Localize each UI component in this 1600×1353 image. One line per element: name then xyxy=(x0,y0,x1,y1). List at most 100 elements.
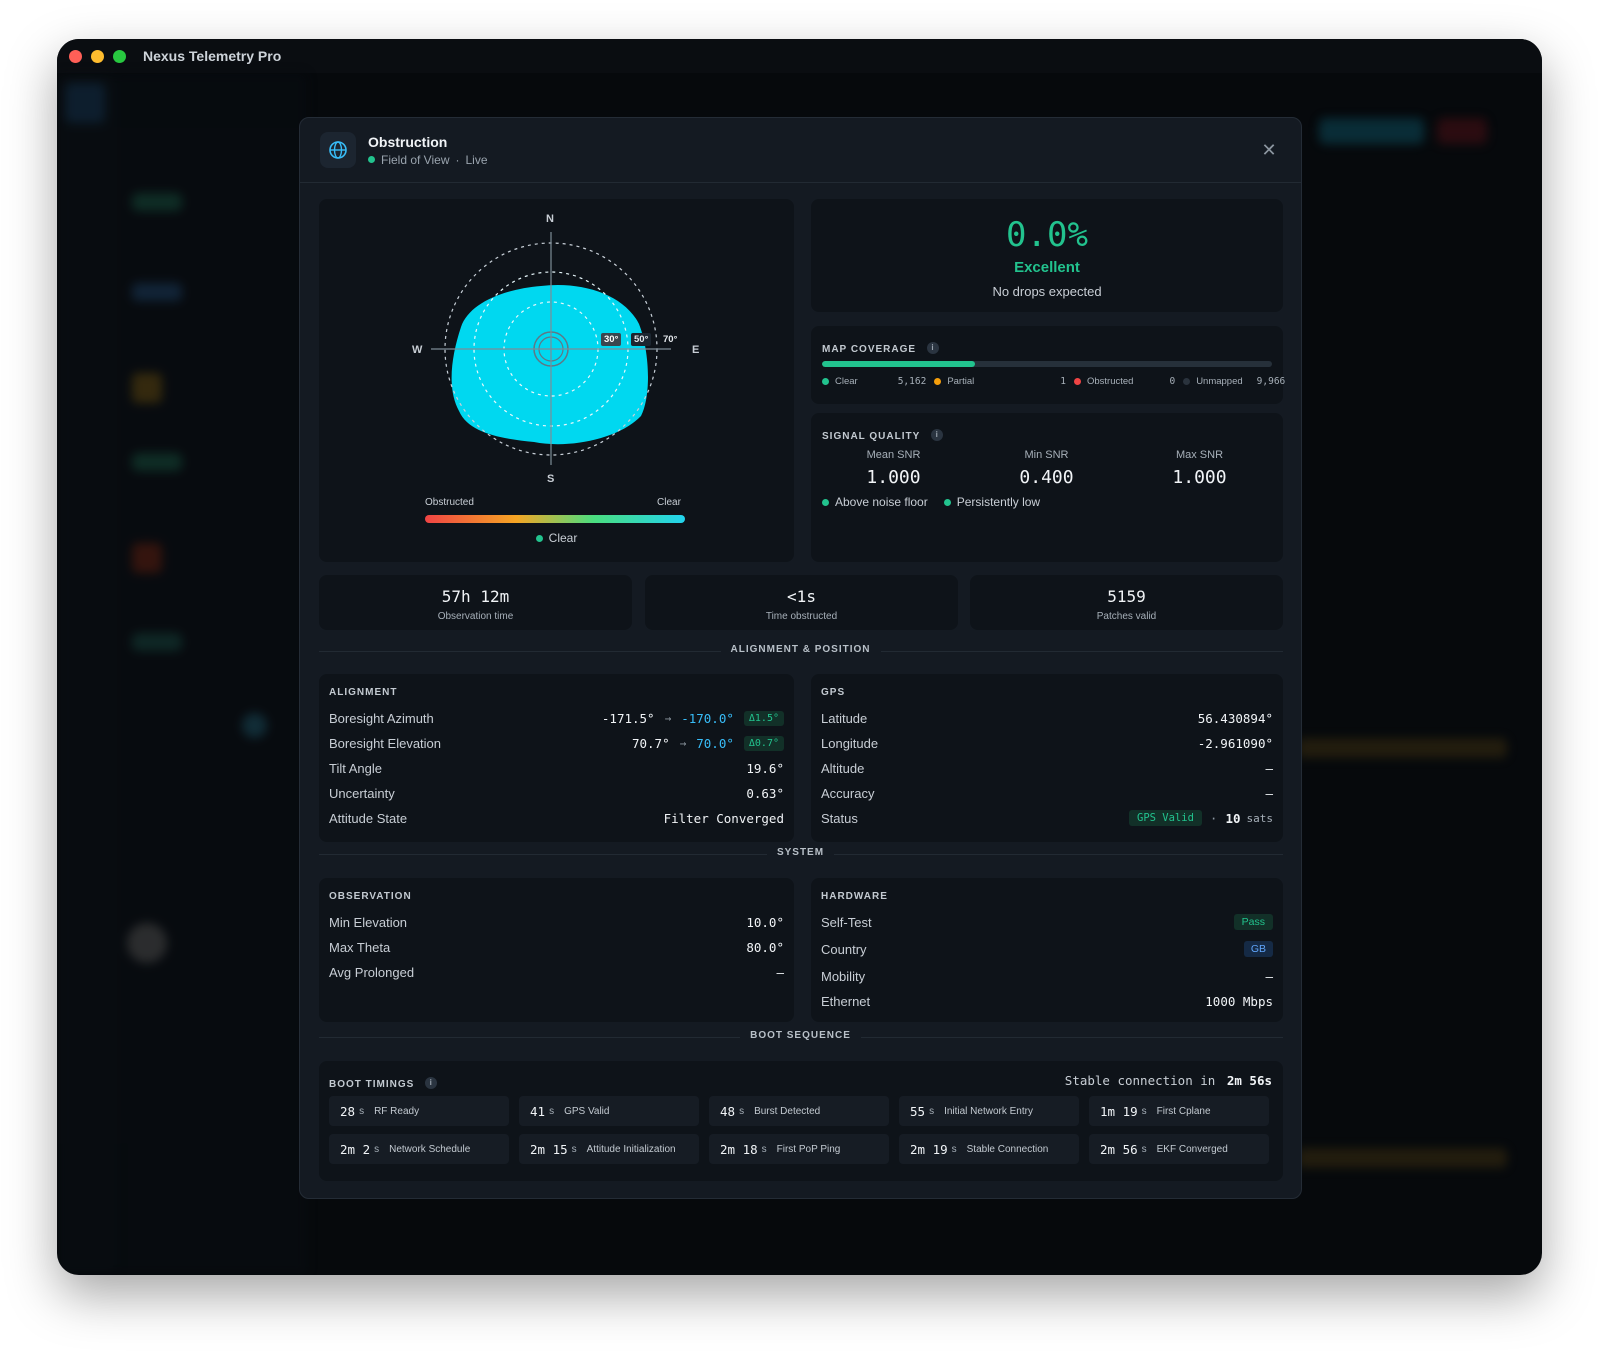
boot-time-unit: s xyxy=(572,1144,577,1155)
boot-step-name: RF Ready xyxy=(374,1106,419,1117)
boot-timing-item: 28 s RF Ready xyxy=(329,1096,509,1126)
snr-tag-dot xyxy=(944,499,951,506)
gps-card: GPS Latitude 56.430894° Longitude -2.961… xyxy=(811,674,1283,842)
boot-step-name: Burst Detected xyxy=(754,1106,820,1117)
boot-step-name: First Cplane xyxy=(1157,1106,1211,1117)
boot-time-value: 55 xyxy=(910,1104,925,1119)
row-min-elevation: Min Elevation 10.0° xyxy=(329,912,784,932)
legend-obstructed-label: Obstructed xyxy=(1087,376,1133,387)
ring-label-50: 50° xyxy=(631,333,651,346)
boot-timing-item: 2m 18 s First PoP Ping xyxy=(709,1134,889,1164)
legend-obstructed-dot xyxy=(1074,378,1081,385)
boot-time-unit: s xyxy=(762,1144,767,1155)
mean-snr-value: 1.000 xyxy=(817,467,970,488)
max-theta-label: Max Theta xyxy=(329,940,390,955)
stat-observation-time: 57h 12m Observation time xyxy=(319,575,632,630)
gps-title: GPS xyxy=(821,687,845,698)
boot-step-name: GPS Valid xyxy=(564,1106,609,1117)
attitude-value: Filter Converged xyxy=(664,811,784,826)
uncertainty-label: Uncertainty xyxy=(329,786,395,801)
gps-valid-badge: GPS Valid xyxy=(1129,810,1202,826)
row-altitude: Altitude — xyxy=(821,758,1273,778)
row-uncertainty: Uncertainty 0.63° xyxy=(329,783,784,803)
stat-time-obstructed: <1s Time obstructed xyxy=(645,575,958,630)
accuracy-label: Accuracy xyxy=(821,786,874,801)
info-icon[interactable]: i xyxy=(425,1077,437,1089)
max-snr-value: 1.000 xyxy=(1123,467,1276,488)
close-icon[interactable]: ✕ xyxy=(1259,140,1279,160)
info-icon[interactable]: i xyxy=(927,342,939,354)
mobility-value: — xyxy=(1265,969,1273,984)
stat-label: Observation time xyxy=(319,611,632,622)
legend-unmapped-label: Unmapped xyxy=(1196,376,1242,387)
fov-plot xyxy=(319,199,794,562)
stat-label: Patches valid xyxy=(970,611,1283,622)
signal-quality-card: SIGNAL QUALITY i Mean SNR 1.000 Min SNR … xyxy=(811,413,1283,562)
gps-status-label: Status xyxy=(821,811,858,826)
mobility-label: Mobility xyxy=(821,969,865,984)
elevation-label: Boresight Elevation xyxy=(329,736,441,751)
section-boot-sequence: BOOT SEQUENCE xyxy=(300,1030,1301,1041)
legend-partial-dot xyxy=(934,378,941,385)
boot-time-unit: s xyxy=(929,1106,934,1117)
scale-right-label: Clear xyxy=(657,497,681,508)
mean-snr-label: Mean SNR xyxy=(817,449,970,461)
snr-tag-persistently-low: Persistently low xyxy=(957,495,1040,509)
boot-time-value: 2m 18 xyxy=(720,1142,758,1157)
close-window-button[interactable] xyxy=(69,50,82,63)
section-system: SYSTEM xyxy=(300,847,1301,858)
zoom-window-button[interactable] xyxy=(113,50,126,63)
stat-patches-valid: 5159 Patches valid xyxy=(970,575,1283,630)
accuracy-value: — xyxy=(1265,786,1273,801)
elevation-delta-badge: Δ0.7° xyxy=(744,736,784,751)
sats-value: 10 xyxy=(1225,811,1240,826)
boot-timing-item: 41 s GPS Valid xyxy=(519,1096,699,1126)
minimize-window-button[interactable] xyxy=(91,50,104,63)
row-latitude: Latitude 56.430894° xyxy=(821,708,1273,728)
boot-timing-item: 2m 15 s Attitude Initialization xyxy=(519,1134,699,1164)
boot-time-value: 48 xyxy=(720,1104,735,1119)
boot-time-unit: s xyxy=(549,1106,554,1117)
section-alignment-position: ALIGNMENT & POSITION xyxy=(300,644,1301,655)
min-elevation-value: 10.0° xyxy=(746,915,784,930)
row-self-test: Self-Test Pass xyxy=(821,912,1273,932)
snr-tag-noise-floor: Above noise floor xyxy=(835,495,928,509)
row-accuracy: Accuracy — xyxy=(821,783,1273,803)
obstruction-percent: 0.0% xyxy=(811,215,1283,255)
row-mobility: Mobility — xyxy=(821,966,1273,986)
boot-time-unit: s xyxy=(359,1106,364,1117)
globe-icon xyxy=(320,132,356,168)
min-elevation-label: Min Elevation xyxy=(329,915,407,930)
legend-clear-label: Clear xyxy=(835,376,858,387)
boot-time-value: 28 xyxy=(340,1104,355,1119)
stat-label: Time obstructed xyxy=(645,611,958,622)
legend-clear-value: 5,162 xyxy=(898,376,927,387)
country-label: Country xyxy=(821,942,867,957)
boot-timing-item: 55 s Initial Network Entry xyxy=(899,1096,1079,1126)
info-icon[interactable]: i xyxy=(931,429,943,441)
compass-south: S xyxy=(547,473,554,485)
boot-time-value: 2m 56 xyxy=(1100,1142,1138,1157)
modal-header: Obstruction Field of View · Live ✕ xyxy=(300,118,1301,183)
stat-value: <1s xyxy=(645,587,958,606)
azimuth-current: -171.5° xyxy=(602,711,655,726)
latitude-label: Latitude xyxy=(821,711,867,726)
row-attitude-state: Attitude State Filter Converged xyxy=(329,808,784,828)
avg-prolonged-value: — xyxy=(776,965,784,980)
boot-time-value: 1m 19 xyxy=(1100,1104,1138,1119)
section-title-text: BOOT SEQUENCE xyxy=(740,1030,861,1041)
alignment-card: ALIGNMENT Boresight Azimuth -171.5° → -1… xyxy=(319,674,794,842)
country-badge: GB xyxy=(1244,941,1273,957)
latitude-value: 56.430894° xyxy=(1198,711,1273,726)
boot-time-value: 2m 2 xyxy=(340,1142,370,1157)
self-test-badge: Pass xyxy=(1234,914,1273,930)
legend-clear-dot xyxy=(822,378,829,385)
legend-partial-value: 1 xyxy=(1060,376,1066,387)
ring-label-70: 70° xyxy=(660,333,680,346)
boot-timing-item: 1m 19 s First Cplane xyxy=(1089,1096,1269,1126)
max-theta-value: 80.0° xyxy=(746,940,784,955)
fov-card: N S E W 30° 50° 70° Obstructed Clear Cle… xyxy=(319,199,794,562)
app-title: Nexus Telemetry Pro xyxy=(143,48,281,64)
row-max-theta: Max Theta 80.0° xyxy=(329,937,784,957)
max-snr-label: Max SNR xyxy=(1123,449,1276,461)
